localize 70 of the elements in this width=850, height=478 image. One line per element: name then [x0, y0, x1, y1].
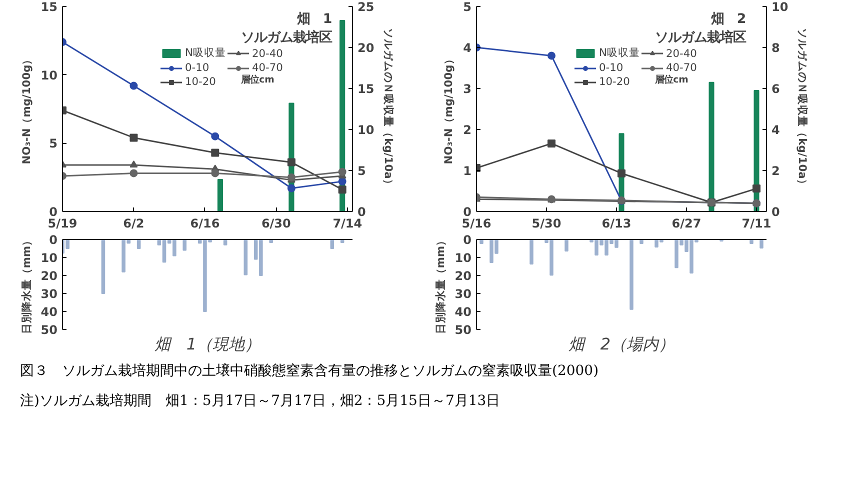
y-tick-label: 50 — [40, 323, 58, 337]
y2-tick-label: 6 — [772, 82, 780, 96]
x-tick-label: 7/14 — [332, 216, 362, 230]
x-tick-label: 5/30 — [532, 216, 562, 230]
y-tick-label: 0 — [463, 205, 472, 219]
text: ソルガム栽培区 — [655, 29, 746, 46]
x-axis-title: 畑 2（場内） — [568, 334, 675, 354]
y-axis-title: 日別降水量（mm） — [20, 234, 33, 334]
y-tick-label: 30 — [454, 287, 472, 301]
text: ソルガム栽培区 — [241, 29, 332, 46]
legend-label: 0-10 — [599, 61, 624, 74]
x-axis-title: 畑 1（現地） — [154, 334, 261, 354]
y-tick-label: 0 — [49, 205, 58, 219]
y-axis-title: NO₃-N（mg/100g） — [20, 54, 33, 164]
legend-label: 10-20 — [599, 75, 630, 88]
y2-axis-title: ソルガムのＮ吸収量（kg/10a） — [382, 28, 396, 190]
y-tick-label: 20 — [40, 269, 58, 283]
y2-tick-label: 4 — [772, 123, 780, 137]
y2-tick-label: 2 — [772, 164, 780, 178]
legend-title: 層位cm — [654, 74, 688, 86]
y-tick-label: 5 — [463, 0, 472, 14]
y-tick-label: 2 — [463, 123, 472, 137]
y-axis-title: NO₃-N（mg/100g） — [442, 54, 456, 164]
x-tick-label: 7/11 — [742, 216, 772, 230]
y-tick-label: 40 — [40, 305, 58, 319]
legend-title: 層位cm — [240, 74, 274, 86]
y2-tick-label: 8 — [772, 41, 780, 55]
legend-label: 20-40 — [666, 46, 697, 60]
legend-label: 20-40 — [252, 46, 283, 60]
x-tick-label: 6/16 — [190, 216, 220, 230]
y-tick-label: 1 — [463, 164, 472, 178]
y-tick-label: 40 — [454, 305, 472, 319]
chart-title: 畑 2 — [710, 12, 746, 27]
y-tick-label: 50 — [454, 323, 472, 337]
x-tick-label: 5/16 — [462, 216, 492, 230]
caption: 図３ ソルガム栽培期間中の土壌中硝酸態窒素含有量の推移とソルガムの窒素吸収量(2000) — [20, 362, 599, 381]
y-axis-title: 日別降水量（mm） — [434, 234, 447, 334]
y2-tick-label: 0 — [358, 205, 366, 219]
y2-tick-label: 10 — [358, 123, 374, 137]
chart-title: 畑 1 — [296, 12, 332, 27]
y2-tick-label: 10 — [772, 0, 788, 14]
legend-label: 40-70 — [666, 61, 697, 74]
x-tick-label: 6/27 — [672, 216, 702, 230]
x-tick-label: 5/19 — [48, 216, 78, 230]
y2-tick-label: 15 — [358, 82, 374, 96]
y-tick-label: 4 — [463, 41, 472, 55]
y-tick-label: 20 — [454, 269, 472, 283]
y-tick-label: 10 — [454, 251, 472, 265]
legend-label: 0-10 — [185, 61, 210, 74]
y-tick-label: 3 — [463, 82, 472, 96]
y-tick-label: 30 — [40, 287, 58, 301]
y-tick-label: 0 — [463, 233, 472, 247]
y2-tick-label: 5 — [358, 164, 366, 178]
text: 注)ソルガム栽培期間 畑1：5月17日～7月17日，畑2：5月15日～7月13日 — [20, 392, 500, 411]
legend-label: N吸収量 — [185, 46, 226, 60]
y-tick-label: 10 — [40, 68, 58, 82]
y2-tick-label: 25 — [358, 0, 374, 14]
y2-tick-label: 20 — [358, 41, 374, 55]
legend-label: 40-70 — [252, 61, 283, 74]
legend-label: N吸収量 — [599, 46, 640, 60]
x-tick-label: 6/30 — [261, 216, 291, 230]
x-tick-label: 6/2 — [123, 216, 144, 230]
legend-label: 10-20 — [185, 75, 216, 88]
y2-tick-label: 0 — [772, 205, 780, 219]
y2-axis-title: ソルガムのＮ吸収量（kg/10a） — [796, 28, 810, 190]
y-tick-label: 10 — [40, 251, 58, 265]
y-tick-label: 5 — [49, 136, 58, 151]
x-tick-label: 6/13 — [602, 216, 632, 230]
y-tick-label: 15 — [40, 0, 58, 14]
y-tick-label: 0 — [49, 233, 58, 247]
